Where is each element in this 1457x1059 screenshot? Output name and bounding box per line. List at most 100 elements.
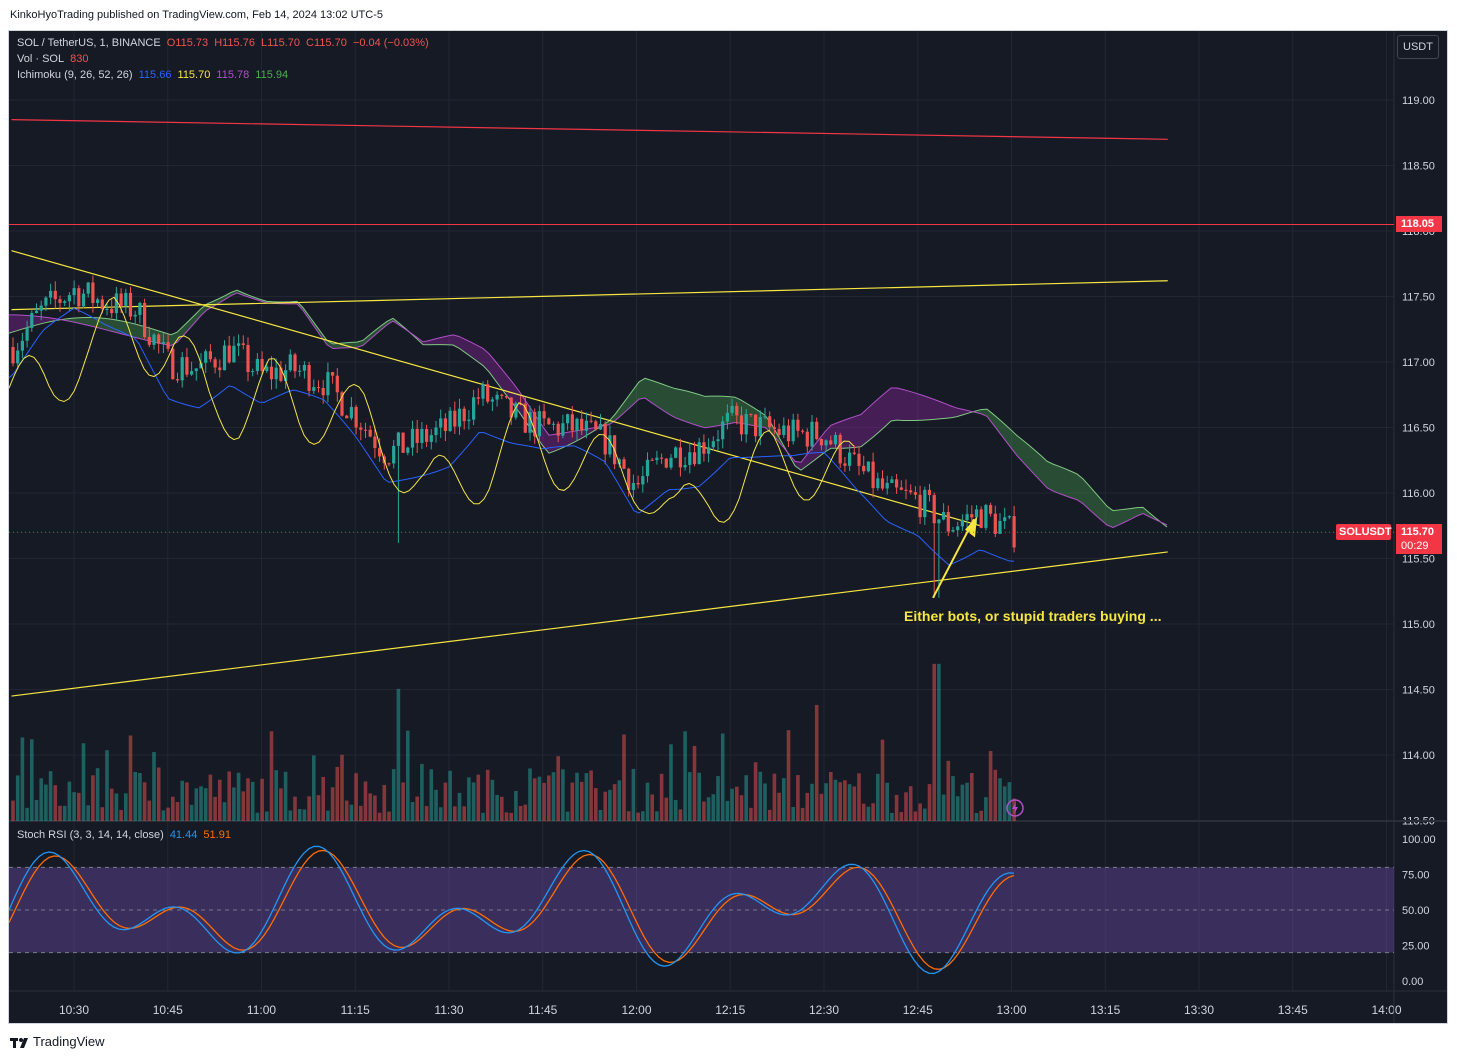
candle-body [692,452,697,465]
stoch-tick-label: 50.00 [1402,905,1430,917]
ichimoku-cloud-segment [897,388,903,421]
ichimoku-cloud-segment [1113,509,1119,528]
candle-body [190,371,194,375]
ichimoku-cloud-segment [453,334,459,349]
chart-annotation[interactable]: Either bots, or stupid traders buying ..… [904,608,1162,624]
volume-bar [1002,786,1007,821]
ichimoku-cloud-segment [939,401,945,419]
volume-bar [316,795,321,821]
volume-bar [359,805,363,821]
ichimoku-cloud-segment [1119,509,1125,525]
ichimoku-cloud-segment [39,316,45,325]
candle-body [899,487,903,490]
volume-bar [218,779,222,821]
ichimoku-cloud-segment [1023,440,1029,469]
volume-bar [880,739,885,821]
candle-body [946,512,950,532]
ichimoku-cloud-segment [999,419,1005,440]
ichimoku-cloud-segment [795,461,801,471]
candle-body [876,478,880,489]
candle-body [843,463,847,466]
candle-body [772,427,776,429]
volume-bar [255,812,260,821]
candle-body [627,468,631,490]
candle-body [25,327,29,341]
ichimoku-cloud-segment [975,409,981,414]
publish-text: KinkoHyoTrading published on TradingView… [10,9,383,21]
ichimoku-cloud-segment [915,392,921,421]
ichimoku-cloud-segment [9,314,15,334]
kijun-line [9,307,1015,566]
candle-body [457,408,462,427]
volume-bar [866,806,871,821]
volume-bar [988,750,993,821]
chart-frame[interactable]: 119.00 118.50 118.00 117.50 117.00 116.50 116.… [8,30,1448,1024]
volume-bar [814,704,819,821]
candle-body [528,411,532,433]
legend-open: O115.73 [166,37,209,49]
last-price-tag: 115.70 00:29 [1396,524,1442,554]
time-tick-label: 11:15 [341,1003,370,1017]
candle-body [641,476,645,485]
candle-body [237,343,241,346]
volume-bar [344,800,349,821]
symbol-name[interactable]: SOL / TetherUS, 1, BINANCE [17,37,161,49]
ichimoku-cloud-segment [219,295,225,304]
candle-body [288,354,292,371]
currency-button[interactable]: USDT [1397,35,1439,59]
candle-body [716,439,720,442]
candle-body [551,423,556,425]
ichimoku-cloud-segment [21,315,27,330]
volume-bar [791,807,795,821]
stoch-label[interactable]: Stoch RSI (3, 3, 14, 14, close) [17,829,164,841]
volume-bar [857,773,861,821]
volume-bar [335,766,340,821]
volume-bar [246,778,250,821]
ichimoku-cloud-segment [465,339,471,357]
volume-bar [730,788,734,821]
brand-name[interactable]: TradingView [33,1034,105,1049]
chart-canvas[interactable]: 119.00118.50118.00117.50117.00116.50116.… [9,31,1448,1024]
ichimoku-label[interactable]: Ichimoku (9, 26, 52, 26) [17,69,133,81]
ichimoku-cloud-segment [921,394,927,421]
stoch-d-value: 51.91 [203,829,231,841]
candle-body [580,418,584,431]
legend-high: H115.76 [214,37,255,49]
candle-body [1012,516,1016,548]
ichi-spana-value: 115.94 [255,69,289,81]
candle-body [429,435,433,442]
time-tick-label: 13:45 [1278,1003,1308,1017]
candle-body [114,293,118,314]
volume-bar [579,781,584,821]
volume-bar [537,776,542,821]
ichimoku-cloud-segment [663,384,669,415]
ichimoku-cloud-segment [441,336,447,345]
ichimoku-cloud-segment [891,387,897,421]
trend-line [11,280,1168,311]
volume-bar [156,767,161,821]
ichimoku-cloud-segment [855,414,861,448]
candle-body [100,299,104,309]
ichimoku-cloud-segment [633,381,639,405]
candle-body [754,414,758,437]
candle-body [335,375,339,393]
volume-bar [307,796,311,821]
candle-body [504,395,509,398]
candle-body [269,366,274,380]
candle-body [110,308,114,314]
ichimoku-cloud-segment [1083,478,1089,510]
volume-bar [410,802,415,821]
volume-bar [974,812,979,821]
volume-bar [669,744,673,821]
ichimoku-cloud-segment [567,431,573,446]
candle-body [829,440,833,445]
volume-bar [885,782,889,821]
volume-bar [951,776,955,821]
volume-bar [763,783,767,821]
time-tick-label: 10:45 [153,1003,183,1017]
ichimoku-cloud-segment [927,396,933,420]
volume-bar [199,786,203,821]
vol-label[interactable]: Vol · SOL [17,53,65,65]
ichimoku-cloud-segment [699,394,705,428]
candle-body [777,428,781,435]
